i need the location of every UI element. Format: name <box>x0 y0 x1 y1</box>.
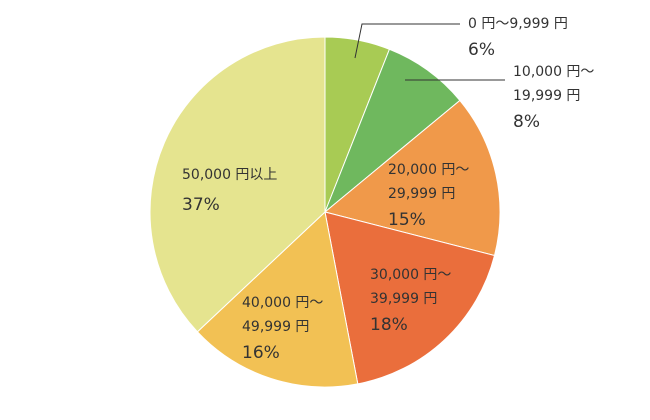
slice-value-label-0: 6% <box>468 40 495 60</box>
slice-value-label-3: 18% <box>370 315 408 335</box>
slice-label-4-line-1: 49,999 円 <box>242 319 309 335</box>
slice-value-label-5: 37% <box>182 195 220 215</box>
slice-label-2-line-0: 20,000 円〜 <box>388 162 469 178</box>
pie-slice-3 <box>324 211 496 385</box>
slice-label-4-line-0: 40,000 円〜 <box>242 295 323 311</box>
leader-line-0 <box>354 23 460 59</box>
slice-labels: 0 円〜9,999 円 6% 10,000 円〜 19,999 円 8% 20,000 円… <box>182 16 594 363</box>
slice-label-2-line-1: 29,999 円 <box>388 186 455 202</box>
leader-lines <box>354 23 505 81</box>
slice-value-label-1: 8% <box>513 112 540 132</box>
pie-slice-2 <box>323 99 501 257</box>
slice-value-label-4: 16% <box>242 343 280 363</box>
slice-label-0-line-0: 0 円〜9,999 円 <box>468 16 568 32</box>
slice-label-1-line-0: 10,000 円〜 <box>513 64 594 80</box>
slice-label-3-line-1: 39,999 円 <box>370 291 437 307</box>
pie-slices <box>149 36 501 388</box>
slice-label-1-line-1: 19,999 円 <box>513 88 580 104</box>
pie-slice-5 <box>149 36 326 333</box>
pie-slice-4 <box>196 211 359 388</box>
slice-label-5-line-0: 50,000 円以上 <box>182 167 277 183</box>
slice-label-3-line-0: 30,000 円〜 <box>370 267 451 283</box>
slice-value-label-2: 15% <box>388 210 426 230</box>
